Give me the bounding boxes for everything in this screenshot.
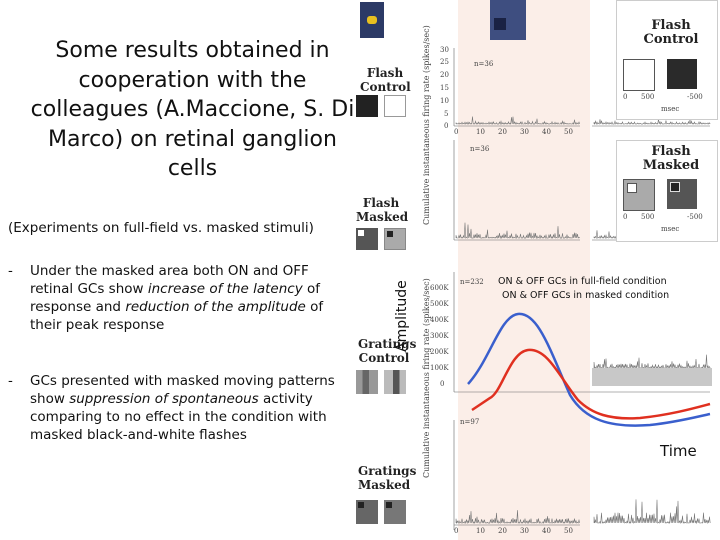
spike-trace-6 — [593, 499, 711, 525]
y-tick: 25 — [440, 58, 449, 66]
spike-trace-0 — [455, 116, 580, 125]
results-figure: Cumulative instantaneous firing rate (sp… — [410, 0, 720, 540]
inset-axis-unit: msec — [661, 225, 680, 233]
label-gratings-control: Gratings Control — [358, 337, 417, 365]
y-tick: 500K — [430, 300, 449, 308]
grating-patch-1 — [356, 370, 378, 394]
inset-axis-tick: 500 — [641, 93, 655, 101]
label-flash-control: Flash Control — [360, 66, 411, 94]
x-tick: 10 — [476, 128, 485, 136]
full-field-curve — [467, 312, 711, 427]
inset-flash-control: Flash Control 0 500 -500 msec — [616, 0, 718, 120]
bullet-segment: Under the masked area both ON and OFF re… — [30, 263, 309, 297]
x-tick: 50 — [564, 128, 573, 136]
label-gratings-masked: Gratings Masked — [358, 464, 417, 492]
slide-title: Some results obtained in cooperation wit… — [30, 38, 355, 181]
spike-trace-4 — [593, 354, 711, 370]
y-tick: 20 — [440, 71, 449, 79]
x-tick: 20 — [498, 527, 507, 535]
x-tick: 10 — [476, 527, 485, 535]
bullet-segment: of their peak response — [30, 299, 324, 333]
y-tick: 15 — [440, 84, 449, 92]
bullet-text: Under the masked area both ON and OFF re… — [30, 262, 350, 334]
inset-axis-unit: msec — [661, 105, 680, 113]
y-tick: 300K — [430, 332, 449, 340]
firing-rate-axis-label: Cumulative instantaneous firing rate (sp… — [422, 25, 431, 225]
inset-masked-square-1 — [623, 179, 655, 211]
inset-axis-tick: 0 — [623, 93, 628, 101]
condition-column: Flash Control Flash Masked Gratings Cont… — [340, 0, 417, 540]
legend-full-field: ON & OFF GCs in full-field condition — [498, 276, 667, 287]
inset-axis-tick: -500 — [687, 213, 703, 221]
x-tick: 20 — [498, 128, 507, 136]
results-figure-svg — [453, 0, 712, 540]
bullet-segment: of response and — [30, 281, 321, 315]
bullet-segment: activity comparing to no effect in the c… — [30, 391, 327, 443]
y-tick: 100K — [430, 364, 449, 372]
bullet-emphasis: suppression of spontaneous — [69, 391, 259, 407]
spike-trace-2 — [455, 222, 580, 240]
inset-axis-tick: -500 — [687, 93, 703, 101]
legend-masked: ON & OFF GCs in masked condition — [502, 290, 670, 301]
masked-square-1 — [356, 228, 378, 250]
inset-masked-square-2 — [667, 179, 697, 209]
y-tick: 5 — [444, 110, 449, 118]
axes-group — [453, 48, 710, 530]
y-tick: 0 — [440, 380, 445, 388]
flash-white-square — [384, 95, 406, 117]
masked-square-2 — [384, 228, 406, 250]
n-label: n=97 — [460, 418, 480, 426]
inset-black-square — [667, 59, 697, 89]
panel-shade — [458, 0, 590, 540]
firing-rate-axis-label-lower: Cumulative instantaneous firing rate (sp… — [422, 278, 431, 478]
flash-black-square — [356, 95, 378, 117]
amplitude-label: Amplitude — [394, 280, 410, 352]
grating-patch-2 — [384, 370, 406, 394]
label-flash-masked: Flash Masked — [356, 196, 409, 224]
spike-trace-5 — [455, 510, 580, 525]
y-tick: 200K — [430, 348, 449, 356]
x-tick: 30 — [520, 128, 529, 136]
stimulus-thumb-2-mask — [494, 18, 506, 30]
masked-curve — [471, 348, 711, 420]
n-label: n=36 — [474, 60, 494, 68]
inset-axis-tick: 0 — [623, 213, 628, 221]
x-tick: 40 — [542, 527, 551, 535]
gray-band — [592, 368, 712, 386]
x-tick: 0 — [454, 128, 459, 136]
slide-subtitle: (Experiments on full-field vs. masked st… — [8, 220, 314, 236]
y-tick: 400K — [430, 316, 449, 324]
time-label: Time — [660, 442, 697, 460]
bullet-segment: GCs presented with masked moving pattern… — [30, 373, 335, 407]
y-tick: 10 — [440, 97, 449, 105]
grating-masked-patch-1 — [356, 500, 378, 524]
n-label: n=232 — [460, 278, 484, 286]
bullet-emphasis: increase of the latency — [147, 281, 303, 297]
x-tick: 30 — [520, 527, 529, 535]
x-tick: 40 — [542, 128, 551, 136]
y-tick: 600K — [430, 284, 449, 292]
x-tick: 50 — [564, 527, 573, 535]
bullet-dash: - — [8, 263, 13, 279]
inset-flash-masked: Flash Masked 0 500 -500 msec — [616, 140, 718, 242]
n-label: n=36 — [470, 145, 490, 153]
y-tick: 30 — [440, 46, 449, 54]
inset-white-square — [623, 59, 655, 91]
spike-trace-1 — [593, 118, 711, 125]
bullet-dash: - — [8, 373, 13, 389]
bullet-emphasis: reduction of the amplitude — [125, 299, 306, 315]
inset-flash-masked-title: Flash Masked — [642, 144, 700, 173]
x-tick: 0 — [454, 527, 459, 535]
grating-masked-patch-2 — [384, 500, 406, 524]
stimulus-thumbnail — [360, 2, 384, 38]
inset-flash-control-title: Flash Control — [643, 18, 699, 47]
y-tick: 0 — [444, 122, 449, 130]
inset-axis-tick: 500 — [641, 213, 655, 221]
bullet-text: GCs presented with masked moving pattern… — [30, 372, 350, 444]
